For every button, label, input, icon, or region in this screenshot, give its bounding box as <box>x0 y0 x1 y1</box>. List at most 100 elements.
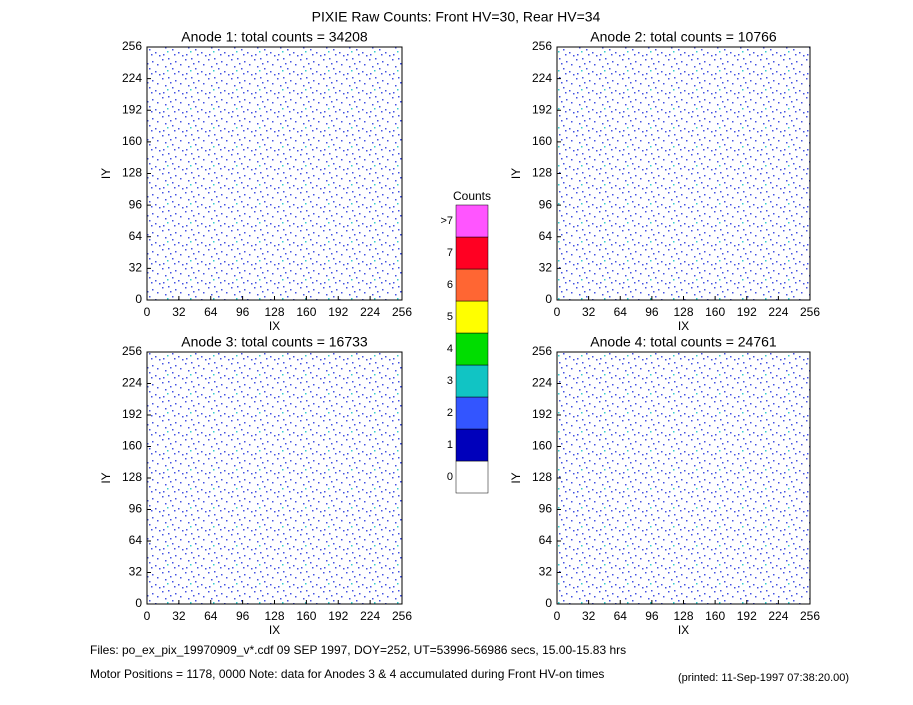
y-tick-label: 128 <box>532 166 552 180</box>
y-tick-label: 256 <box>532 344 552 358</box>
x-tick-label: 32 <box>582 609 596 623</box>
colorbar-swatch <box>455 236 489 270</box>
colorbar-swatch <box>455 428 489 462</box>
y-tick-label: 224 <box>532 71 552 85</box>
y-axis-label: IY <box>99 168 113 179</box>
x-tick-label: 192 <box>737 305 757 319</box>
x-axis-label: IX <box>678 623 689 637</box>
colorbar-swatch <box>455 268 489 302</box>
y-tick-label: 64 <box>129 229 143 243</box>
y-tick-label: 224 <box>122 71 142 85</box>
y-axis-label: IY <box>99 472 113 483</box>
y-tick-label: 256 <box>532 39 552 53</box>
x-tick-label: 224 <box>360 609 380 623</box>
x-tick-label: 160 <box>705 609 725 623</box>
x-tick-label: 32 <box>582 305 596 319</box>
x-tick-label: 128 <box>264 305 284 319</box>
x-tick-label: 96 <box>645 305 659 319</box>
x-tick-label: 224 <box>768 609 788 623</box>
x-tick-label: 96 <box>645 609 659 623</box>
y-tick-label: 192 <box>532 407 552 421</box>
motor-note: Motor Positions = 1178, 0000 Note: data … <box>90 667 604 681</box>
x-tick-label: 96 <box>236 609 250 623</box>
x-tick-label: 224 <box>360 305 380 319</box>
y-tick-label: 224 <box>532 376 552 390</box>
y-axis-label: IY <box>509 472 523 483</box>
x-tick-label: 256 <box>800 305 820 319</box>
x-axis-label: IX <box>269 319 280 333</box>
x-tick-label: 64 <box>204 305 218 319</box>
x-tick-label: 256 <box>800 609 820 623</box>
x-tick-label: 64 <box>614 609 628 623</box>
y-tick-label: 160 <box>122 439 142 453</box>
y-tick-label: 64 <box>129 533 143 547</box>
heatmap-area <box>557 47 810 300</box>
y-tick-label: 96 <box>129 197 143 211</box>
y-tick-label: 96 <box>539 197 553 211</box>
y-tick-label: 96 <box>539 502 553 516</box>
x-tick-label: 256 <box>392 609 412 623</box>
y-axis-label: IY <box>509 168 523 179</box>
x-tick-label: 256 <box>392 305 412 319</box>
x-axis-label: IX <box>678 319 689 333</box>
x-tick-label: 128 <box>264 609 284 623</box>
x-tick-label: 0 <box>144 305 151 319</box>
y-tick-label: 0 <box>135 292 142 306</box>
y-tick-label: 64 <box>539 533 553 547</box>
y-tick-label: 160 <box>122 134 142 148</box>
y-tick-label: 64 <box>539 229 553 243</box>
x-tick-label: 96 <box>236 305 250 319</box>
colorbar-label: 1 <box>447 439 453 451</box>
y-tick-label: 0 <box>135 596 142 610</box>
colorbar-swatch <box>455 364 489 398</box>
colorbar-swatch <box>455 204 489 238</box>
colorbar-label: 4 <box>447 343 453 355</box>
colorbar-title: Counts <box>453 189 491 203</box>
colorbar-label: >7 <box>440 215 453 227</box>
printed-note: (printed: 11-Sep-1997 07:38:20.00) <box>678 672 849 684</box>
x-tick-label: 32 <box>172 305 186 319</box>
colorbar-label: 3 <box>447 375 453 387</box>
y-tick-label: 32 <box>539 261 553 275</box>
y-tick-label: 224 <box>122 376 142 390</box>
y-tick-label: 192 <box>532 102 552 116</box>
heatmap-area <box>557 352 810 604</box>
colorbar-swatch <box>455 396 489 430</box>
x-tick-label: 160 <box>296 305 316 319</box>
colorbar-label: 6 <box>447 279 453 291</box>
panel-title: Anode 3: total counts = 16733 <box>181 334 368 350</box>
x-tick-label: 192 <box>328 305 348 319</box>
colorbar-label: 2 <box>447 407 453 419</box>
colorbar-label: 0 <box>447 471 453 483</box>
x-tick-label: 224 <box>768 305 788 319</box>
y-tick-label: 0 <box>545 292 552 306</box>
panel-title: Anode 1: total counts = 34208 <box>181 29 368 45</box>
x-tick-label: 192 <box>328 609 348 623</box>
x-tick-label: 0 <box>554 305 561 319</box>
y-tick-label: 32 <box>129 261 143 275</box>
x-tick-label: 0 <box>554 609 561 623</box>
y-tick-label: 96 <box>129 502 143 516</box>
y-tick-label: 0 <box>545 596 552 610</box>
file-note: Files: po_ex_pix_19970909_v*.cdf 09 SEP … <box>90 643 626 657</box>
y-tick-label: 256 <box>122 344 142 358</box>
x-tick-label: 64 <box>204 609 218 623</box>
x-tick-label: 128 <box>673 609 693 623</box>
y-tick-label: 128 <box>532 470 552 484</box>
figure-title: PIXIE Raw Counts: Front HV=30, Rear HV=3… <box>312 9 601 25</box>
x-axis-label: IX <box>269 623 280 637</box>
x-tick-label: 64 <box>614 305 628 319</box>
y-tick-label: 160 <box>532 134 552 148</box>
y-tick-label: 128 <box>122 470 142 484</box>
y-tick-label: 256 <box>122 39 142 53</box>
heatmap-area <box>147 352 402 604</box>
y-tick-label: 32 <box>539 565 553 579</box>
heatmap-area <box>147 47 402 300</box>
x-tick-label: 160 <box>705 305 725 319</box>
y-tick-label: 192 <box>122 102 142 116</box>
x-tick-label: 192 <box>737 609 757 623</box>
colorbar-swatch <box>455 300 489 334</box>
colorbar-label: 5 <box>447 311 453 323</box>
y-tick-label: 192 <box>122 407 142 421</box>
